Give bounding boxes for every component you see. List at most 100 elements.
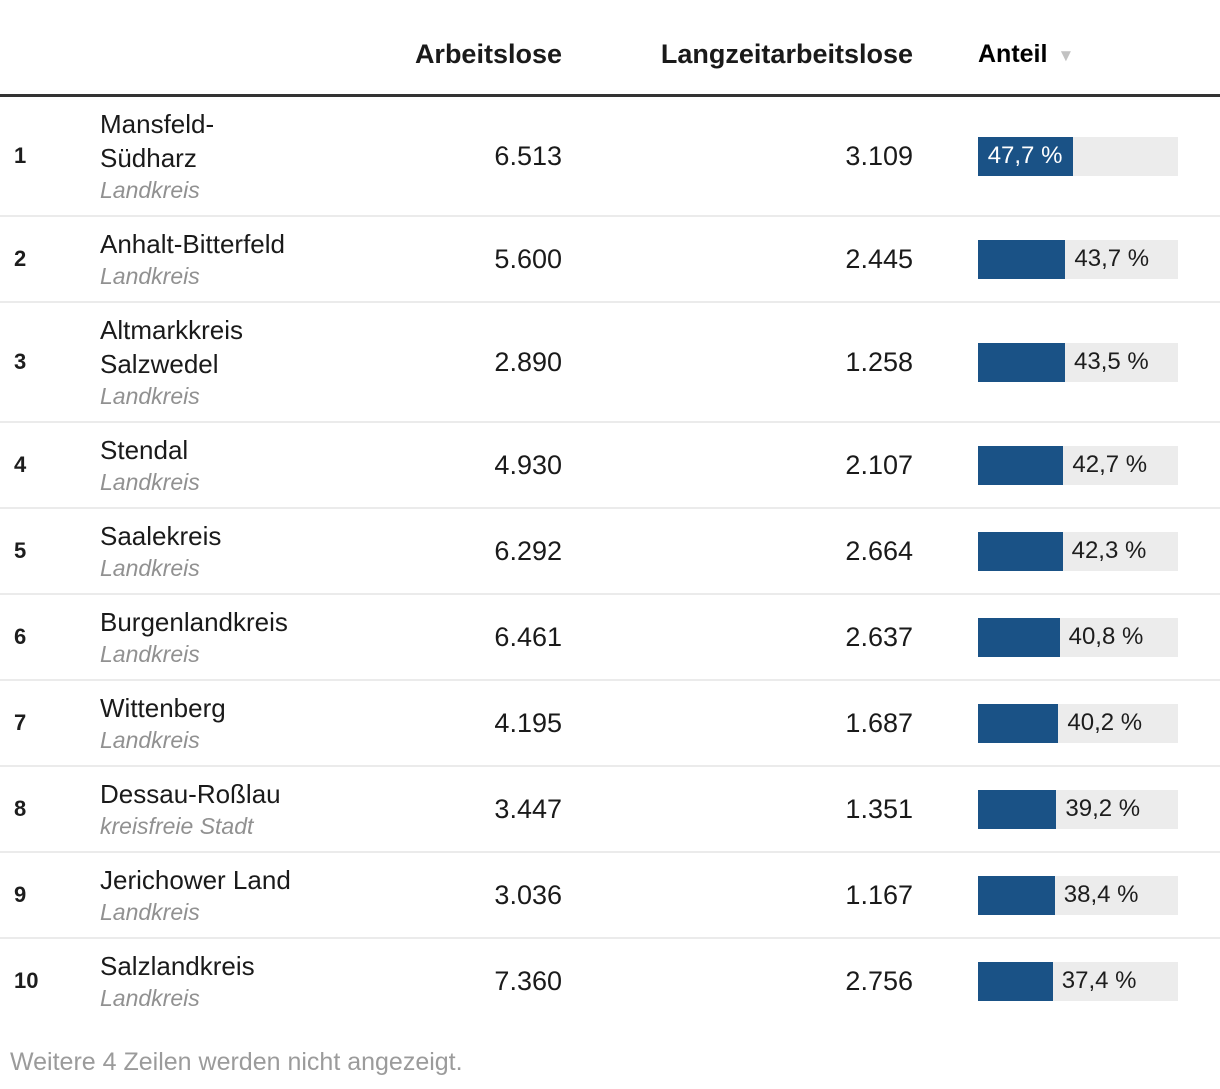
region-type: Landkreis [100, 383, 200, 409]
table-row: 3 Altmarkkreis Salzwedel Landkreis 2.890… [0, 301, 1220, 421]
anteil-bar-track: 42,3 % [978, 531, 1178, 571]
table-row: 1 Mansfeld- Südharz Landkreis 6.513 3.10… [0, 97, 1220, 215]
anteil-bar-fill [978, 961, 1053, 1001]
arbeitslose-value: 7.360 [494, 965, 562, 996]
langzeitarbeitslose-value: 2.637 [845, 621, 913, 652]
anteil-bar-track: 38,4 % [978, 875, 1178, 915]
region-name: Saalekreis [100, 521, 222, 551]
anteil-cell: 40,8 % [913, 617, 1178, 657]
table-row: 6 Burgenlandkreis Landkreis 6.461 2.637 … [0, 593, 1220, 679]
anteil-bar-fill [978, 239, 1066, 279]
anteil-bar-fill [978, 703, 1059, 743]
rank-cell: 3 [14, 349, 27, 374]
table-row: 8 Dessau-Roßlau kreisfreie Stadt 3.447 1… [0, 765, 1220, 851]
region-name: Anhalt-Bitterfeld [100, 229, 285, 259]
anteil-bar-track: 43,7 % [978, 239, 1178, 279]
rank-cell: 2 [14, 246, 27, 271]
langzeitarbeitslose-value: 1.687 [845, 707, 913, 738]
rank-cell: 8 [14, 796, 27, 821]
region-type: Landkreis [100, 555, 200, 581]
rank-cell: 6 [14, 624, 27, 649]
region-type: Landkreis [100, 727, 200, 753]
rank-cell: 4 [14, 452, 27, 477]
anteil-label: 43,5 % [1074, 348, 1149, 375]
region-name: Salzlandkreis [100, 951, 255, 981]
langzeitarbeitslose-value: 1.258 [845, 346, 913, 377]
langzeitarbeitslose-value: 2.664 [845, 535, 913, 566]
table-row: 10 Salzlandkreis Landkreis 7.360 2.756 3… [0, 937, 1220, 1023]
anteil-cell: 40,2 % [913, 703, 1178, 743]
anteil-bar-fill [978, 531, 1063, 571]
anteil-cell: 47,7 % [913, 136, 1178, 176]
anteil-bar-track: 40,2 % [978, 703, 1178, 743]
anteil-label: 40,8 % [1068, 623, 1144, 650]
rank-cell: 1 [14, 143, 27, 168]
region-cell: Salzlandkreis Landkreis [100, 949, 345, 1013]
arbeitslose-value: 4.930 [494, 449, 562, 480]
region-type: Landkreis [100, 263, 200, 289]
rank-cell: 7 [14, 710, 27, 735]
region-cell: Anhalt-Bitterfeld Landkreis [100, 227, 345, 291]
region-type: kreisfreie Stadt [100, 813, 254, 839]
anteil-label: 37,4 % [1061, 967, 1137, 994]
arbeitslose-value: 6.292 [494, 535, 562, 566]
region-name: Jerichower Land [100, 865, 291, 895]
region-cell: Burgenlandkreis Landkreis [100, 605, 345, 669]
arbeitslose-value: 6.513 [494, 140, 562, 171]
arbeitslose-value: 4.195 [494, 707, 562, 738]
anteil-bar-fill [978, 789, 1057, 829]
region-cell: Mansfeld- Südharz Landkreis [100, 107, 345, 205]
region-cell: Saalekreis Landkreis [100, 519, 345, 583]
anteil-bar-fill [978, 342, 1065, 382]
anteil-bar-track: 43,5 % [978, 342, 1178, 382]
table-row: 2 Anhalt-Bitterfeld Landkreis 5.600 2.44… [0, 215, 1220, 301]
anteil-bar-track: 39,2 % [978, 789, 1178, 829]
table-row: 9 Jerichower Land Landkreis 3.036 1.167 … [0, 851, 1220, 937]
region-cell: Stendal Landkreis [100, 433, 345, 497]
table-row: 7 Wittenberg Landkreis 4.195 1.687 40,2 … [0, 679, 1220, 765]
region-name: Dessau-Roßlau [100, 779, 281, 809]
anteil-label: 39,2 % [1065, 795, 1141, 822]
anteil-cell: 38,4 % [913, 875, 1178, 915]
anteil-bar-fill [978, 875, 1055, 915]
hidden-rows-note: Weitere 4 Zeilen werden nicht angezeigt. [10, 1048, 463, 1076]
region-name: Mansfeld- Südharz [100, 109, 215, 173]
anteil-label: 38,4 % [1063, 881, 1139, 908]
langzeitarbeitslose-value: 3.109 [845, 140, 913, 171]
anteil-cell: 37,4 % [913, 961, 1178, 1001]
region-type: Landkreis [100, 985, 200, 1011]
col-header-arbeitslose[interactable]: Arbeitslose [414, 39, 562, 69]
table-body: 1 Mansfeld- Südharz Landkreis 6.513 3.10… [0, 97, 1220, 1023]
col-header-anteil-label: Anteil [978, 40, 1048, 68]
region-type: Landkreis [100, 469, 200, 495]
arbeitslose-value: 6.461 [494, 621, 562, 652]
table-row: 5 Saalekreis Landkreis 6.292 2.664 42,3 … [0, 507, 1220, 593]
anteil-bar-track: 47,7 % [978, 136, 1178, 176]
region-cell: Wittenberg Landkreis [100, 691, 345, 755]
rank-cell: 10 [14, 968, 39, 993]
arbeitslose-value: 3.447 [494, 793, 562, 824]
region-cell: Dessau-Roßlau kreisfreie Stadt [100, 777, 345, 841]
anteil-bar-fill [978, 136, 1074, 176]
region-cell: Altmarkkreis Salzwedel Landkreis [100, 313, 345, 411]
sort-desc-icon: ▼ [1057, 46, 1075, 65]
langzeitarbeitslose-value: 2.756 [845, 965, 913, 996]
langzeitarbeitslose-value: 1.167 [845, 879, 913, 910]
region-type: Landkreis [100, 641, 200, 667]
col-header-langzeitarbeitslose[interactable]: Langzeitarbeitslose [660, 39, 913, 69]
table-row: 4 Stendal Landkreis 4.930 2.107 42,7 % [0, 421, 1220, 507]
langzeitarbeitslose-value: 2.445 [845, 243, 913, 274]
rank-cell: 9 [14, 882, 27, 907]
anteil-label: 40,2 % [1067, 709, 1143, 736]
region-name: Altmarkkreis Salzwedel [100, 315, 244, 379]
anteil-label: 43,7 % [1074, 245, 1150, 272]
anteil-label: 47,7 % [987, 142, 1063, 169]
col-header-anteil[interactable]: Anteil ▼ [913, 40, 1178, 69]
anteil-label: 42,7 % [1072, 451, 1148, 478]
anteil-cell: 43,5 % [913, 342, 1178, 382]
langzeitarbeitslose-value: 2.107 [845, 449, 913, 480]
anteil-bar-fill [978, 445, 1064, 485]
anteil-bar-fill [978, 617, 1060, 657]
region-cell: Jerichower Land Landkreis [100, 863, 345, 927]
